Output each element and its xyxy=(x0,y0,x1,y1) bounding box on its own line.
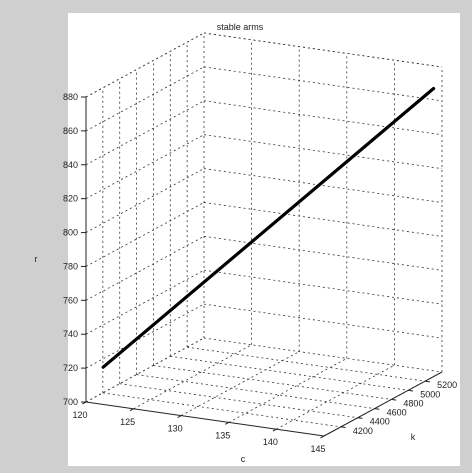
y-tick-label: 4400 xyxy=(370,417,390,427)
wall-x-grid-z xyxy=(85,134,205,200)
x-tick-mark xyxy=(225,421,230,425)
y-tick-label: 4800 xyxy=(403,398,423,408)
floor-grid-x xyxy=(228,358,347,423)
z-tick-label: 880 xyxy=(63,92,78,102)
y-tick-label: 4600 xyxy=(387,408,407,418)
chart-title: stable arms xyxy=(217,22,264,32)
y-tick-mark xyxy=(391,398,397,401)
wall-y-grid-z xyxy=(203,235,443,271)
z-tick-label: 760 xyxy=(63,295,78,305)
z-axis-label: r xyxy=(35,254,38,264)
tick-labels: 120 125 130 135 140 145 4200440046004800500052… xyxy=(63,92,457,454)
y-tick-mark xyxy=(408,389,414,392)
wall-x-grid-z xyxy=(85,202,205,267)
wall-y-grid-z xyxy=(203,168,443,203)
axes-box xyxy=(81,32,443,439)
series-line xyxy=(101,86,436,369)
x-tick-label: 140 xyxy=(263,437,278,447)
wall-y-grid-z xyxy=(203,337,443,373)
y-tick-mark xyxy=(340,426,346,429)
wall-x-grid-z xyxy=(85,269,205,335)
floor-grid-y xyxy=(119,383,358,419)
floor-grid-y xyxy=(136,374,375,409)
x-tick-mark xyxy=(320,435,325,439)
x-tick-label: 125 xyxy=(120,417,135,427)
wall-x-grid-z xyxy=(85,235,205,301)
y-tick-label: 4200 xyxy=(353,426,373,436)
z-tick-label: 840 xyxy=(63,160,78,170)
floor-grid-y xyxy=(153,365,392,400)
floor-grid-y xyxy=(102,392,341,428)
floor-grid-x xyxy=(276,364,395,430)
x-tick-label: 145 xyxy=(310,444,325,454)
x-axis-label: c xyxy=(241,454,246,464)
wall-x-grid-z xyxy=(85,303,205,369)
wall-x-grid-z xyxy=(85,168,205,233)
z-tick-label: 740 xyxy=(63,329,78,339)
floor-grid-x xyxy=(181,351,300,416)
x-tick-label: 135 xyxy=(215,430,230,440)
y-tick-mark xyxy=(374,408,380,410)
x-tick-mark xyxy=(272,428,277,432)
y-axis-line xyxy=(323,371,443,437)
floor-grid-y xyxy=(187,346,426,382)
x-tick-mark xyxy=(177,415,182,418)
z-tick-label: 700 xyxy=(63,397,78,407)
plot-area xyxy=(68,13,460,466)
wall-y-grid-z xyxy=(203,66,443,102)
z-tick-label: 860 xyxy=(63,126,78,136)
data-layer xyxy=(101,86,436,369)
wall-y-grid-z xyxy=(203,202,443,237)
y-tick-mark xyxy=(425,380,430,383)
y-tick-label: 5200 xyxy=(437,380,457,390)
box-top-edge xyxy=(203,32,443,68)
wall-x-grid-z xyxy=(85,337,205,403)
wall-y-grid-z xyxy=(203,303,443,339)
x-axis-line xyxy=(85,401,325,437)
z-tick-label: 820 xyxy=(63,194,78,204)
wall-x-grid-z xyxy=(85,66,205,132)
floor-grid-x xyxy=(133,344,252,410)
wall-y-grid-z xyxy=(203,100,443,136)
x-tick-mark xyxy=(129,408,134,412)
wall-y-grid-z xyxy=(203,269,443,305)
wall-y-grid-z xyxy=(203,134,443,170)
y-tick-mark xyxy=(357,417,363,419)
x-tick-label: 120 xyxy=(72,410,87,420)
y-tick-label: 5000 xyxy=(420,389,440,399)
z-tick-label: 720 xyxy=(63,363,78,373)
box-top-edge xyxy=(85,32,205,98)
x-tick-label: 130 xyxy=(168,424,183,434)
z-tick-label: 800 xyxy=(63,228,78,238)
z-tick-label: 780 xyxy=(63,261,78,271)
y-axis-label: k xyxy=(411,432,416,442)
floor-grid-y xyxy=(170,355,409,391)
wall-x-grid-z xyxy=(85,100,205,166)
